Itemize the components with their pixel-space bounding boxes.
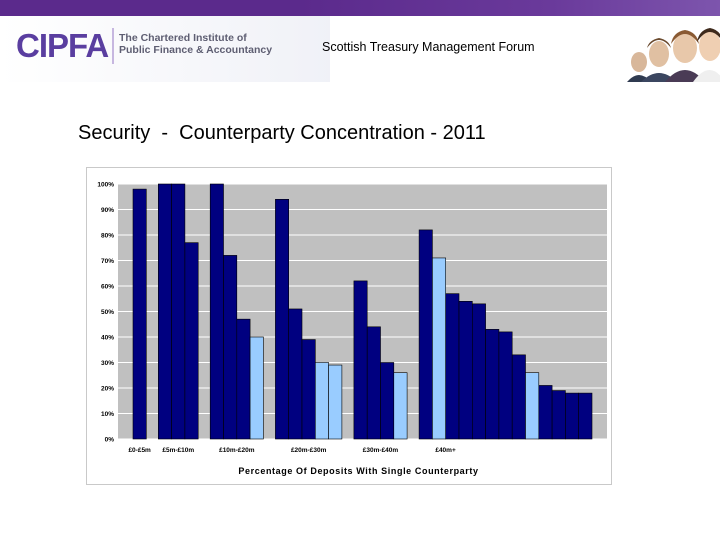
y-tick-label: 70% <box>101 258 114 265</box>
y-tick-label: 10% <box>101 411 114 418</box>
bar <box>249 336 264 440</box>
people-photo-icon <box>625 18 720 82</box>
logo-tagline-line1: The Chartered Institute of <box>119 32 247 44</box>
bar <box>223 255 238 440</box>
bar <box>209 183 224 440</box>
bar <box>485 329 500 440</box>
x-axis-title: Percentage Of Deposits With Single Count… <box>238 466 478 476</box>
bar <box>275 198 289 440</box>
bar <box>498 331 513 440</box>
bar <box>471 303 486 440</box>
counterparty-concentration-chart: 0% 10% 20% 30% 40% 50% 60% 70% 80% 90% 100% £0-£5m £… <box>97 182 607 476</box>
bar <box>565 392 579 440</box>
bar <box>445 293 460 440</box>
x-group-label: £20m-£30m <box>291 447 327 454</box>
bar <box>171 183 186 440</box>
logo-divider <box>112 28 114 64</box>
bar <box>418 229 433 440</box>
bar <box>236 318 251 440</box>
chart-frame: 0% 10% 20% 30% 40% 50% 60% 70% 80% 90% 100% £0-£5m £… <box>86 167 612 485</box>
bar <box>328 364 343 440</box>
y-tick-label: 20% <box>101 386 114 393</box>
bar <box>158 183 172 440</box>
bar <box>578 392 593 440</box>
bar <box>458 301 473 440</box>
y-tick-label: 0% <box>105 437 115 444</box>
header-shade <box>0 16 330 82</box>
x-group-label: £0-£5m <box>128 447 151 454</box>
logo-wordmark: CIPFA <box>16 27 109 64</box>
y-tick-label: 100% <box>97 182 114 189</box>
x-group-label: £30m-£40m <box>363 447 399 454</box>
bar <box>538 385 553 440</box>
x-group-label: £5m-£10m <box>162 447 194 454</box>
bar <box>551 390 566 440</box>
logo-tagline: The Chartered Institute of Public Financ… <box>119 32 272 56</box>
y-tick-label: 30% <box>101 360 114 367</box>
forum-title: Scottish Treasury Management Forum <box>322 40 535 54</box>
logo-tagline-line2: Public Finance & Accountancy <box>119 44 273 56</box>
y-tick-label: 50% <box>101 309 114 316</box>
bar <box>525 372 540 440</box>
bar <box>366 326 381 440</box>
top-stripe-gradient <box>300 0 720 16</box>
bar <box>301 339 316 440</box>
bar <box>353 280 368 440</box>
bar <box>288 308 303 440</box>
y-tick-label: 80% <box>101 233 114 240</box>
bar <box>184 242 199 440</box>
bar <box>132 188 147 440</box>
x-group-label: £40m+ <box>435 447 456 454</box>
y-tick-label: 60% <box>101 284 114 291</box>
y-tick-label: 40% <box>101 335 114 342</box>
header-banner: CIPFA The Chartered Institute of Public … <box>0 16 720 82</box>
slide-title: Security - Counterparty Concentration - … <box>78 122 486 144</box>
bar <box>432 257 446 440</box>
x-group-label: £10m-£20m <box>219 447 255 454</box>
cipfa-logo: CIPFA The Chartered Institute of Public … <box>16 26 272 70</box>
bar <box>393 372 408 440</box>
bar <box>511 354 526 440</box>
y-tick-label: 90% <box>101 207 114 214</box>
top-brand-stripe <box>0 0 720 16</box>
bar <box>315 362 329 440</box>
bar <box>380 362 395 440</box>
